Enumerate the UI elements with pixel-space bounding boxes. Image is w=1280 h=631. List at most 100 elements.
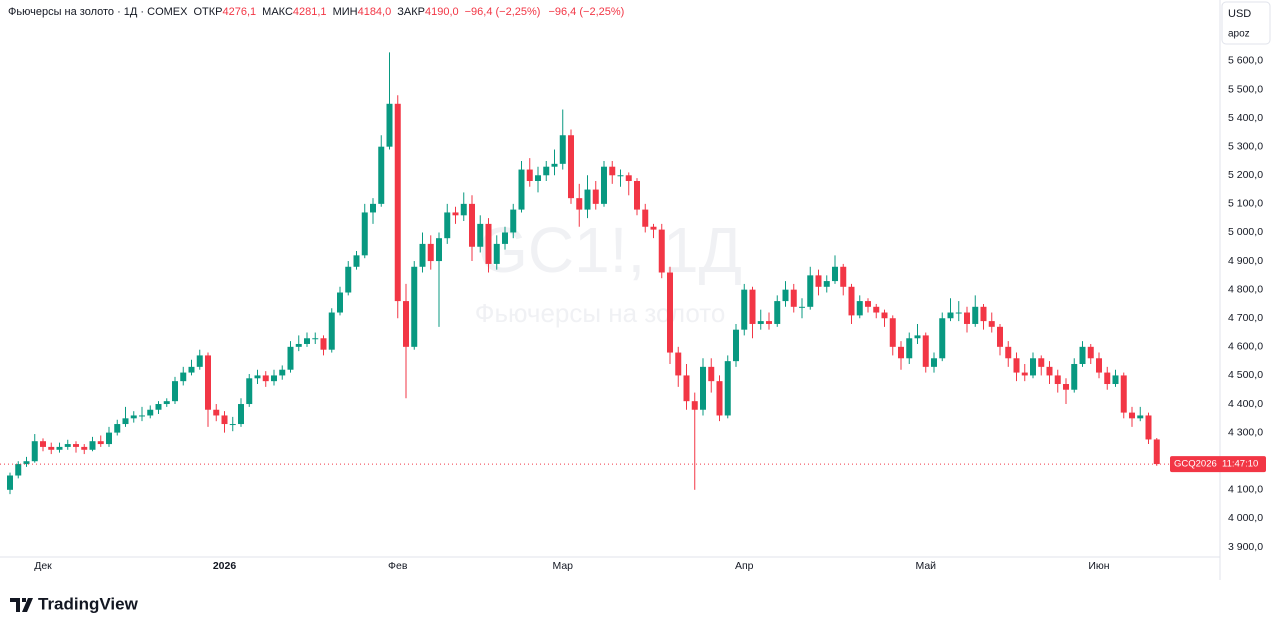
candle-body [427,243,434,262]
candle-body [741,289,748,330]
candle-body [848,286,855,316]
candle-body [617,175,624,177]
watermark: GC1!, 1Д Фьючерсы на золото [475,214,742,328]
candle-body [840,266,847,287]
candle-body [1096,358,1102,373]
candle-body [939,318,946,359]
x-tick-label: Мар [552,560,573,572]
y-tick-label: 4 700,0 [1228,312,1263,324]
candle-body [353,255,360,267]
candle-body [40,441,46,447]
candle-body [361,212,368,256]
candle-body [122,418,129,425]
candle-body [799,306,805,308]
candle-body [1030,358,1036,376]
candle-body [815,275,822,287]
candle-body [1145,415,1152,440]
x-tick-label: 2026 [213,560,237,572]
candle-body [1013,358,1020,373]
candle-body [947,312,954,319]
candle-body [139,415,145,417]
y-tick-label: 4 900,0 [1228,255,1263,267]
low-label: МИН [333,6,358,18]
y-tick-label: 5 000,0 [1228,226,1263,238]
candle-body [1071,363,1078,390]
y-tick-label: 3 900,0 [1228,541,1263,553]
y-tick-label: 5 400,0 [1228,112,1263,124]
candle-body [337,292,343,313]
candle-body [7,475,13,490]
candle-body [262,375,269,382]
y-tick-label: 4 800,0 [1228,283,1263,295]
candle-body [1005,346,1012,359]
currency[interactable]: USD [1228,8,1251,20]
high-value: 4281,1 [293,6,327,18]
candle-body [584,189,591,210]
candle-body [1129,412,1135,419]
candle-body [922,335,929,367]
candle-body [460,203,467,216]
y-tick-label: 5 100,0 [1228,198,1263,210]
candle-body [130,415,137,419]
brand-icon [10,598,33,612]
x-tick-label: Фев [388,560,408,572]
legend-header: Фьючерсы на золото · 1Д · COMEX ОТКР4276,… [8,6,624,18]
candle-body [1079,346,1086,364]
candle-body [518,169,525,210]
candle-body [964,312,970,324]
y-tick-label: 4 300,0 [1228,426,1263,438]
candle-body [733,329,739,362]
candle-body [708,366,715,382]
candle-body [865,301,871,307]
candle-body [914,335,921,339]
currency-button[interactable] [1221,1,1271,45]
change: −96,4 (−2,25%) [465,6,541,18]
candle-body [972,306,979,324]
candle-body [1038,358,1045,367]
candle-body [526,169,533,181]
candle-body [73,444,79,447]
candle-body [980,306,987,322]
candle-body [757,321,764,324]
candle-body [254,375,261,379]
candle-body [873,306,880,313]
candle-body [411,266,418,347]
candle-body [477,223,484,247]
candle-body [1120,375,1127,413]
candle-body [56,446,63,450]
candle-body [114,424,121,433]
candle-body [683,375,690,402]
candle-body [370,203,376,213]
candle-body [559,135,566,164]
candle-body [64,444,71,447]
candle-body [766,321,772,324]
candle-body [856,301,863,316]
y-tick-label: 5 200,0 [1228,169,1263,181]
candle-body [510,209,517,233]
close-label: ЗАКР [397,6,425,18]
candle-body [1046,366,1053,376]
candle-body [1137,415,1144,419]
candle-body [155,404,162,410]
candle-body [493,243,500,264]
candle-body [700,366,706,410]
candle-body [782,289,789,302]
y-tick-label: 4 500,0 [1228,369,1263,381]
candle-body [609,166,616,176]
x-tick-label: Июн [1088,560,1109,572]
candle-body [832,266,838,282]
candle-body [749,289,756,324]
candle-body [601,166,607,204]
candle-body [988,321,995,327]
candle-body [823,281,830,287]
candle-body [807,275,814,307]
candle-body [221,415,228,425]
candle-body [650,226,657,230]
candle-body [469,203,475,247]
candle-body [931,358,937,367]
candle-body [81,446,88,450]
scale-mode[interactable]: apoz [1228,29,1250,40]
candle-body [394,103,401,302]
y-tick-label: 4 600,0 [1228,341,1263,353]
